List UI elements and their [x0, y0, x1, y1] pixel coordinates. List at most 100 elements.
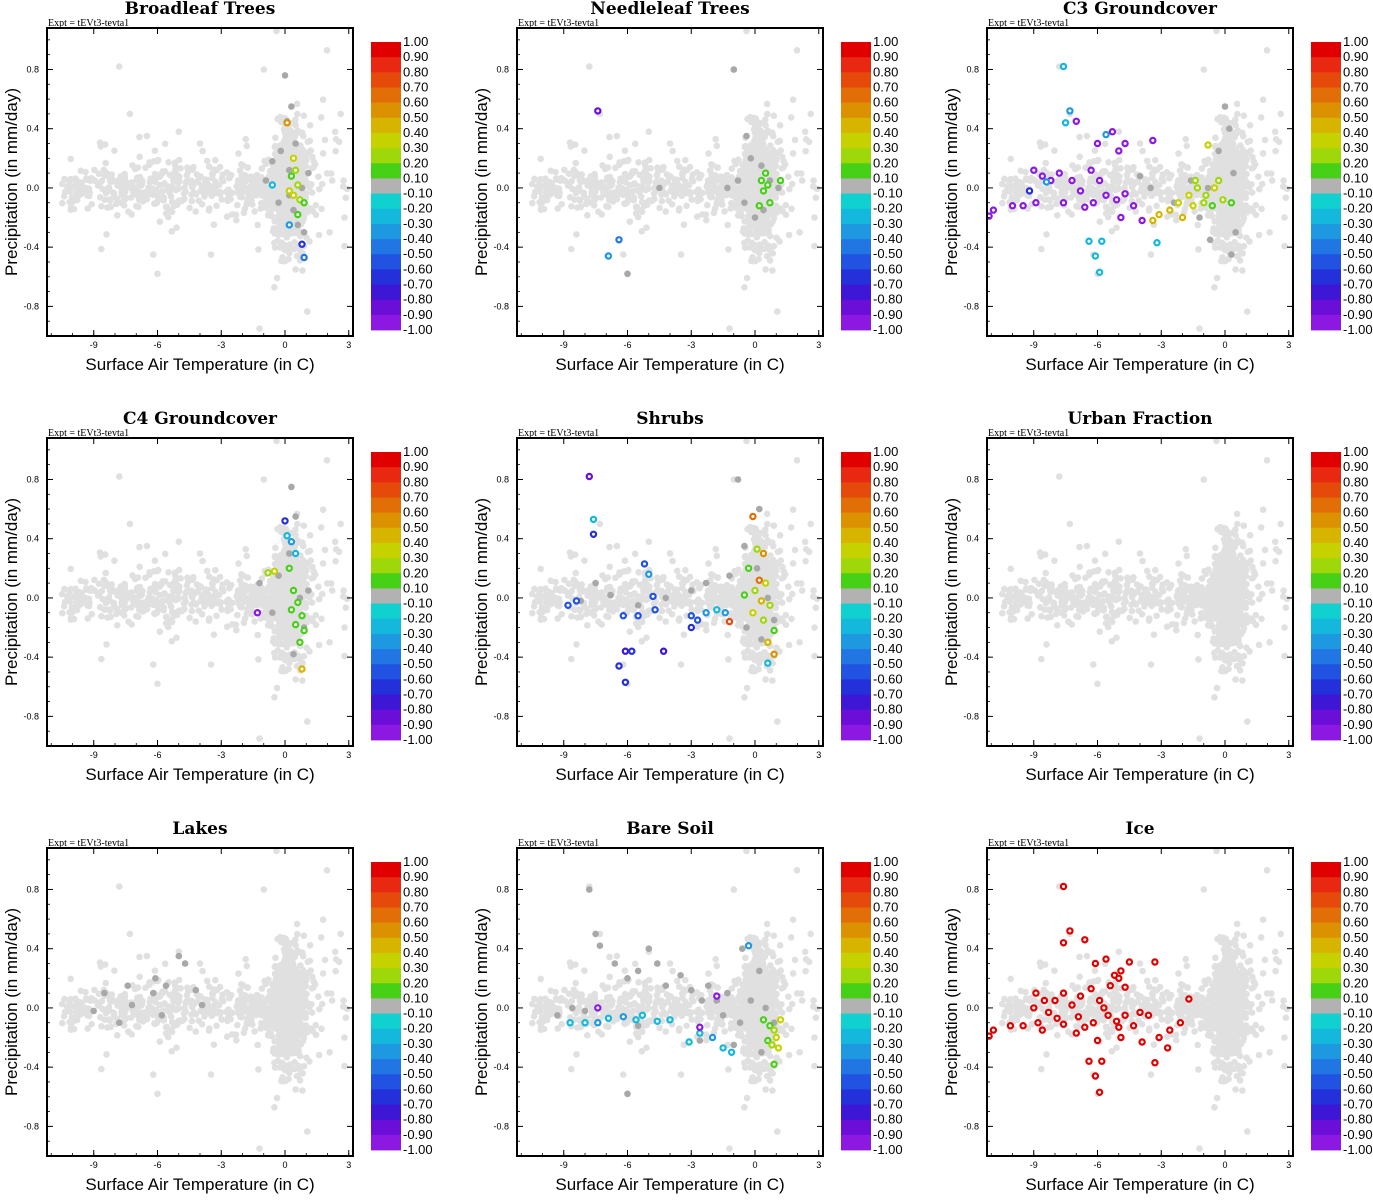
background-point [705, 150, 712, 157]
background-point [556, 177, 564, 184]
background-point [598, 211, 605, 218]
background-point [753, 118, 760, 125]
background-point [294, 149, 301, 156]
background-point [613, 195, 621, 203]
background-point [751, 176, 758, 184]
background-point [786, 185, 793, 193]
background-point [663, 171, 671, 178]
colored-point [283, 119, 291, 127]
background-point [187, 177, 194, 185]
colorbar-tick-label: -0.80 [873, 292, 903, 307]
background-point [1153, 202, 1160, 210]
background-point [269, 638, 277, 645]
background-point [287, 128, 294, 135]
background-point [1115, 156, 1123, 164]
y-axis-label: Precipitation (in mm/day) [942, 88, 961, 276]
colored-point [300, 198, 308, 207]
background-point [304, 308, 311, 315]
background-point [1205, 156, 1212, 163]
background-point [630, 197, 637, 204]
background-point [1166, 174, 1173, 182]
background-point [1008, 194, 1016, 201]
background-point [240, 209, 248, 217]
background-point [759, 142, 767, 150]
colorbar-tick-label: -0.60 [403, 261, 433, 276]
grey-point [775, 184, 782, 192]
grey-point [292, 140, 299, 147]
colorbar-swatch [371, 208, 401, 225]
y-tick-label: -0.8 [23, 301, 39, 311]
colored-point [1121, 139, 1129, 148]
background-point [299, 660, 307, 667]
colored-point [1059, 198, 1068, 207]
points-layer [528, 28, 821, 332]
colored-point [1008, 201, 1017, 210]
colorbar: 1.000.900.800.700.600.500.400.300.200.10… [1311, 34, 1373, 337]
grey-point [1136, 172, 1144, 180]
x-tick-label: -6 [623, 340, 631, 350]
background-point [1207, 209, 1214, 216]
x-tick-label: 3 [816, 340, 821, 350]
y-tick-label: -0.4 [963, 242, 979, 252]
colored-point [1178, 213, 1187, 222]
background-point [1068, 211, 1075, 218]
background-point [1036, 139, 1044, 146]
background-point [102, 189, 110, 197]
colorbar-tick-label: 0.80 [873, 64, 898, 79]
background-point [1267, 170, 1275, 177]
background-point [271, 694, 278, 701]
background-point [1103, 203, 1111, 211]
background-point [1250, 158, 1258, 165]
background-point [613, 132, 621, 140]
colored-point [1153, 238, 1161, 247]
background-point [68, 184, 75, 191]
background-point [1194, 221, 1201, 229]
background-point [603, 202, 610, 210]
background-point [621, 170, 629, 178]
background-point [1054, 212, 1061, 219]
background-point [244, 164, 252, 171]
background-point [755, 255, 762, 263]
background-point [584, 212, 591, 219]
colorbar-tick-label: -0.10 [873, 186, 903, 201]
background-point [554, 205, 561, 212]
background-point [163, 203, 171, 211]
background-point [82, 168, 89, 176]
background-point [1022, 168, 1029, 176]
y-tick-label: -0.8 [493, 301, 509, 311]
background-point [1232, 266, 1239, 273]
colorbar-swatch [371, 269, 401, 285]
background-point [1138, 201, 1146, 208]
background-point [285, 255, 292, 263]
background-point [136, 153, 143, 161]
background-point [682, 156, 689, 164]
background-point [1108, 228, 1116, 235]
background-point [1090, 176, 1097, 183]
background-point [151, 170, 159, 178]
background-point [1195, 246, 1202, 253]
background-point [103, 170, 111, 178]
colored-point [1129, 201, 1138, 210]
background-point [95, 170, 103, 178]
background-point [739, 193, 747, 200]
y-tick-label: 0.0 [26, 183, 39, 193]
background-point [223, 213, 231, 220]
background-point [1156, 190, 1164, 198]
background-point [643, 224, 650, 231]
colorbar-tick-label: 1.00 [873, 34, 898, 49]
colored-point [1174, 198, 1183, 207]
background-point [711, 172, 719, 179]
background-point [213, 202, 220, 210]
colorbar-tick-label: 0.10 [873, 170, 898, 185]
background-point [151, 147, 159, 154]
background-point [1252, 201, 1260, 209]
background-point [143, 132, 151, 140]
background-point [1217, 118, 1225, 126]
colored-point [298, 240, 306, 248]
background-point [1047, 203, 1055, 211]
background-point [1229, 224, 1237, 231]
background-point [811, 214, 818, 221]
background-point [772, 155, 780, 162]
background-point [285, 665, 292, 673]
background-point [1218, 164, 1226, 172]
